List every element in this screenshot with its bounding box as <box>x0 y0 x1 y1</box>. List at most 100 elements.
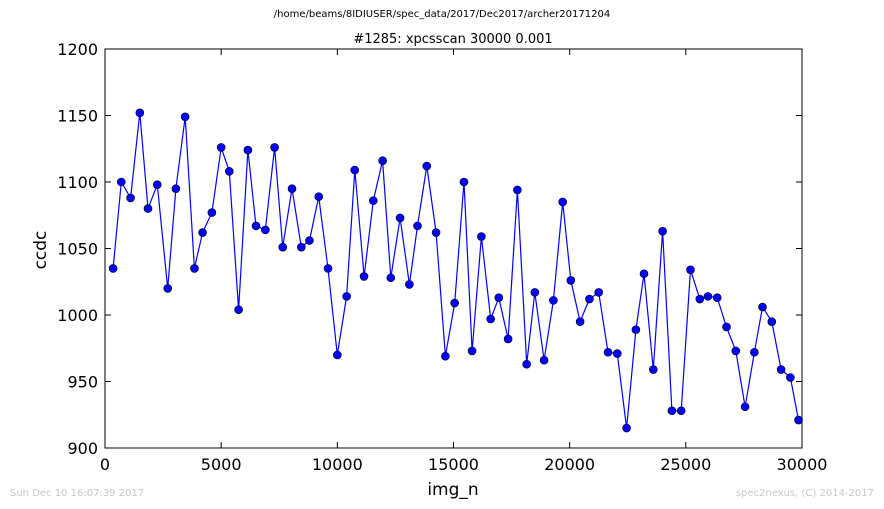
data-point <box>722 322 731 332</box>
data-point <box>251 221 261 231</box>
data-point <box>180 112 190 122</box>
data-point <box>369 196 378 205</box>
plot-area-frame <box>104 48 803 449</box>
data-point <box>405 280 414 289</box>
x-tick-label: 15000 <box>428 455 479 474</box>
data-point <box>116 177 126 187</box>
data-point <box>695 294 705 304</box>
data-point <box>776 365 786 374</box>
data-point <box>503 334 513 344</box>
data-point <box>767 317 777 326</box>
data-point <box>297 242 306 252</box>
data-point <box>234 305 243 314</box>
timestamp-footer: Sun Dec 10 16:07:39 2017 <box>10 488 145 499</box>
x-tick-label: 5000 <box>201 455 242 474</box>
x-axis-label: img_n <box>427 480 478 500</box>
y-tick-label: 1200 <box>57 40 98 59</box>
data-point <box>486 314 495 324</box>
data-point <box>477 232 486 241</box>
data-point <box>639 269 649 279</box>
data-point <box>287 184 297 193</box>
data-point <box>786 373 795 382</box>
data-point <box>305 236 314 245</box>
data-point <box>750 347 759 357</box>
x-tick-label: 10000 <box>312 455 363 474</box>
data-series <box>108 108 803 433</box>
data-point <box>450 298 459 308</box>
data-point <box>539 355 549 365</box>
x-axis: 0 5000 10000 15000 20000 25000 30000 <box>100 49 828 474</box>
data-point <box>566 276 576 285</box>
data-point <box>522 359 531 369</box>
data-point <box>333 350 342 360</box>
data-point <box>667 406 677 416</box>
data-point <box>143 204 153 213</box>
data-point <box>549 296 558 305</box>
data-point <box>413 221 422 231</box>
y-tick-label: 900 <box>67 439 98 458</box>
data-point <box>216 143 226 152</box>
data-point <box>585 294 594 304</box>
data-point <box>658 226 667 236</box>
data-point <box>686 265 695 275</box>
data-point <box>342 292 351 301</box>
data-point <box>163 284 173 293</box>
data-point <box>459 177 469 187</box>
data-point <box>612 349 622 358</box>
data-point <box>278 242 288 252</box>
data-point <box>395 213 405 223</box>
data-point <box>126 193 135 203</box>
data-point <box>631 325 641 334</box>
file-path-title: /home/beams/8IDIUSER/spec_data/2017/Dec2… <box>273 9 611 20</box>
credit-footer: spec2nexus, (C) 2014-2017 <box>735 488 874 499</box>
y-axis-label: ccdc <box>31 231 51 270</box>
data-point <box>758 302 767 312</box>
data-point <box>649 365 658 374</box>
y-tick-label: 950 <box>67 373 98 392</box>
y-tick-label: 1100 <box>57 173 98 192</box>
data-point <box>530 288 540 297</box>
data-point <box>198 228 207 237</box>
y-tick-label: 1050 <box>57 240 98 259</box>
y-axis: 900 950 1000 1050 1100 1150 1200 <box>57 40 802 458</box>
data-point <box>386 273 396 283</box>
data-point <box>740 402 750 412</box>
data-point <box>243 145 253 155</box>
data-point <box>207 208 217 217</box>
data-point <box>431 228 441 237</box>
data-point <box>378 156 387 166</box>
data-point <box>350 165 360 175</box>
data-point <box>594 288 604 297</box>
data-point <box>190 264 199 273</box>
x-tick-label: 0 <box>100 455 110 474</box>
data-point <box>712 293 722 303</box>
x-tick-label: 20000 <box>544 455 595 474</box>
data-point <box>323 264 333 273</box>
series-line <box>112 112 800 429</box>
data-point <box>603 347 613 357</box>
data-point <box>314 192 324 201</box>
data-point <box>135 108 145 118</box>
x-tick-label: 25000 <box>660 455 711 474</box>
x-tick-label: 30000 <box>777 455 828 474</box>
data-point <box>558 197 567 207</box>
data-point <box>467 346 477 356</box>
data-point <box>171 184 181 193</box>
data-point <box>422 161 432 171</box>
data-point <box>224 167 234 176</box>
data-point <box>731 346 741 356</box>
data-point <box>513 185 522 195</box>
data-point <box>703 292 713 301</box>
data-point <box>270 143 279 152</box>
data-point <box>152 180 162 189</box>
data-point <box>494 293 504 303</box>
data-point <box>441 351 450 361</box>
data-point <box>575 317 585 326</box>
data-point <box>261 225 270 235</box>
data-point <box>794 415 803 425</box>
y-tick-label: 1000 <box>57 306 98 325</box>
data-point <box>622 423 631 433</box>
data-point <box>676 406 686 416</box>
y-tick-label: 1150 <box>57 107 98 126</box>
